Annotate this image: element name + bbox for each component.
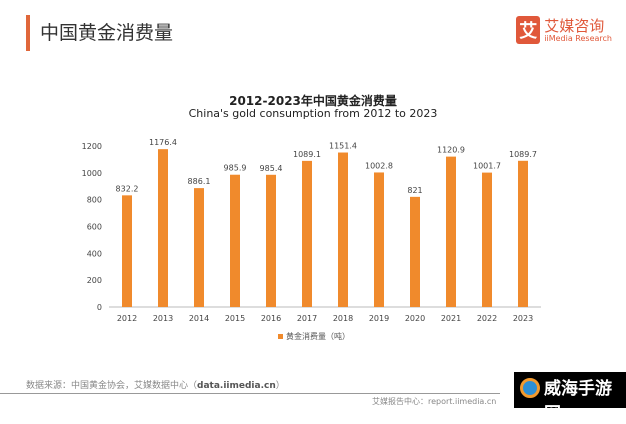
chart-title: 2012-2023年中国黄金消费量 [229,94,397,108]
value-label: 1089.7 [509,150,537,159]
x-tick-label: 2020 [405,314,425,323]
x-tick-label: 2013 [153,314,173,323]
chart-subtitle: China's gold consumption from 2012 to 20… [188,107,438,120]
x-tick-label: 2022 [477,314,497,323]
value-label: 1001.7 [473,162,501,171]
y-tick-label: 200 [87,276,102,285]
value-label: 832.2 [116,184,139,193]
bar-2021 [446,156,456,307]
bar-2017 [302,160,312,307]
bar-2023 [518,160,528,307]
value-label: 985.9 [224,164,247,173]
bar-2014 [194,188,204,307]
x-tick-label: 2012 [117,314,137,323]
divider [0,393,500,394]
value-label: 985.4 [260,164,283,173]
y-tick-label: 1000 [82,169,102,178]
x-tick-label: 2018 [333,314,353,323]
logo-cn: 艾媒咨询 [544,16,605,35]
value-label: 1002.8 [365,161,393,170]
y-tick-label: 1200 [82,142,102,151]
x-tick-label: 2017 [297,314,317,323]
value-label: 1151.4 [329,142,357,151]
bar-chart: 0 200 400 600 800 1000 1200 832.2 2012 1176.4 2013… [82,138,541,341]
bar-2019 [374,172,384,307]
report-link[interactable]: 艾媒报告中心：report.iimedia.cn [372,397,497,406]
y-tick-label: 0 [97,303,102,312]
bar-2022 [482,172,492,307]
logo: 艾 艾媒咨询 iiMedia Research [516,16,612,44]
data-source: 数据来源：中国黄金协会，艾媒数据中心（data.iimedia.cn） [26,381,285,391]
bar-2012 [122,195,132,307]
value-label: 886.1 [188,177,211,186]
y-tick-label: 600 [87,223,102,232]
x-tick-label: 2023 [513,314,533,323]
y-tick-label: 800 [87,196,102,205]
bar-2016 [266,174,276,307]
logo-en: iiMedia Research [544,33,612,43]
value-label: 1120.9 [437,146,465,155]
bar-2020 [410,196,420,307]
legend-swatch [278,334,283,339]
x-tick-label: 2021 [441,314,461,323]
bar-2013 [158,149,168,307]
x-tick-label: 2014 [189,314,209,323]
watermark-logo-icon [520,378,540,398]
page-title: 中国黄金消费量 [40,22,174,44]
y-tick-label: 400 [87,249,102,258]
logo-mark: 艾 [516,16,541,44]
value-label: 821 [407,186,422,195]
value-label: 1176.4 [149,138,177,147]
x-tick-label: 2016 [261,314,281,323]
value-label: 1089.1 [293,150,321,159]
watermark: 威海手游网 [514,372,626,424]
title-accent [26,15,30,51]
bar-2015 [230,174,240,307]
bar-2018 [338,152,348,307]
x-tick-label: 2019 [369,314,389,323]
x-tick-label: 2015 [225,314,245,323]
legend-label: 黄金消费量（吨） [286,331,350,341]
